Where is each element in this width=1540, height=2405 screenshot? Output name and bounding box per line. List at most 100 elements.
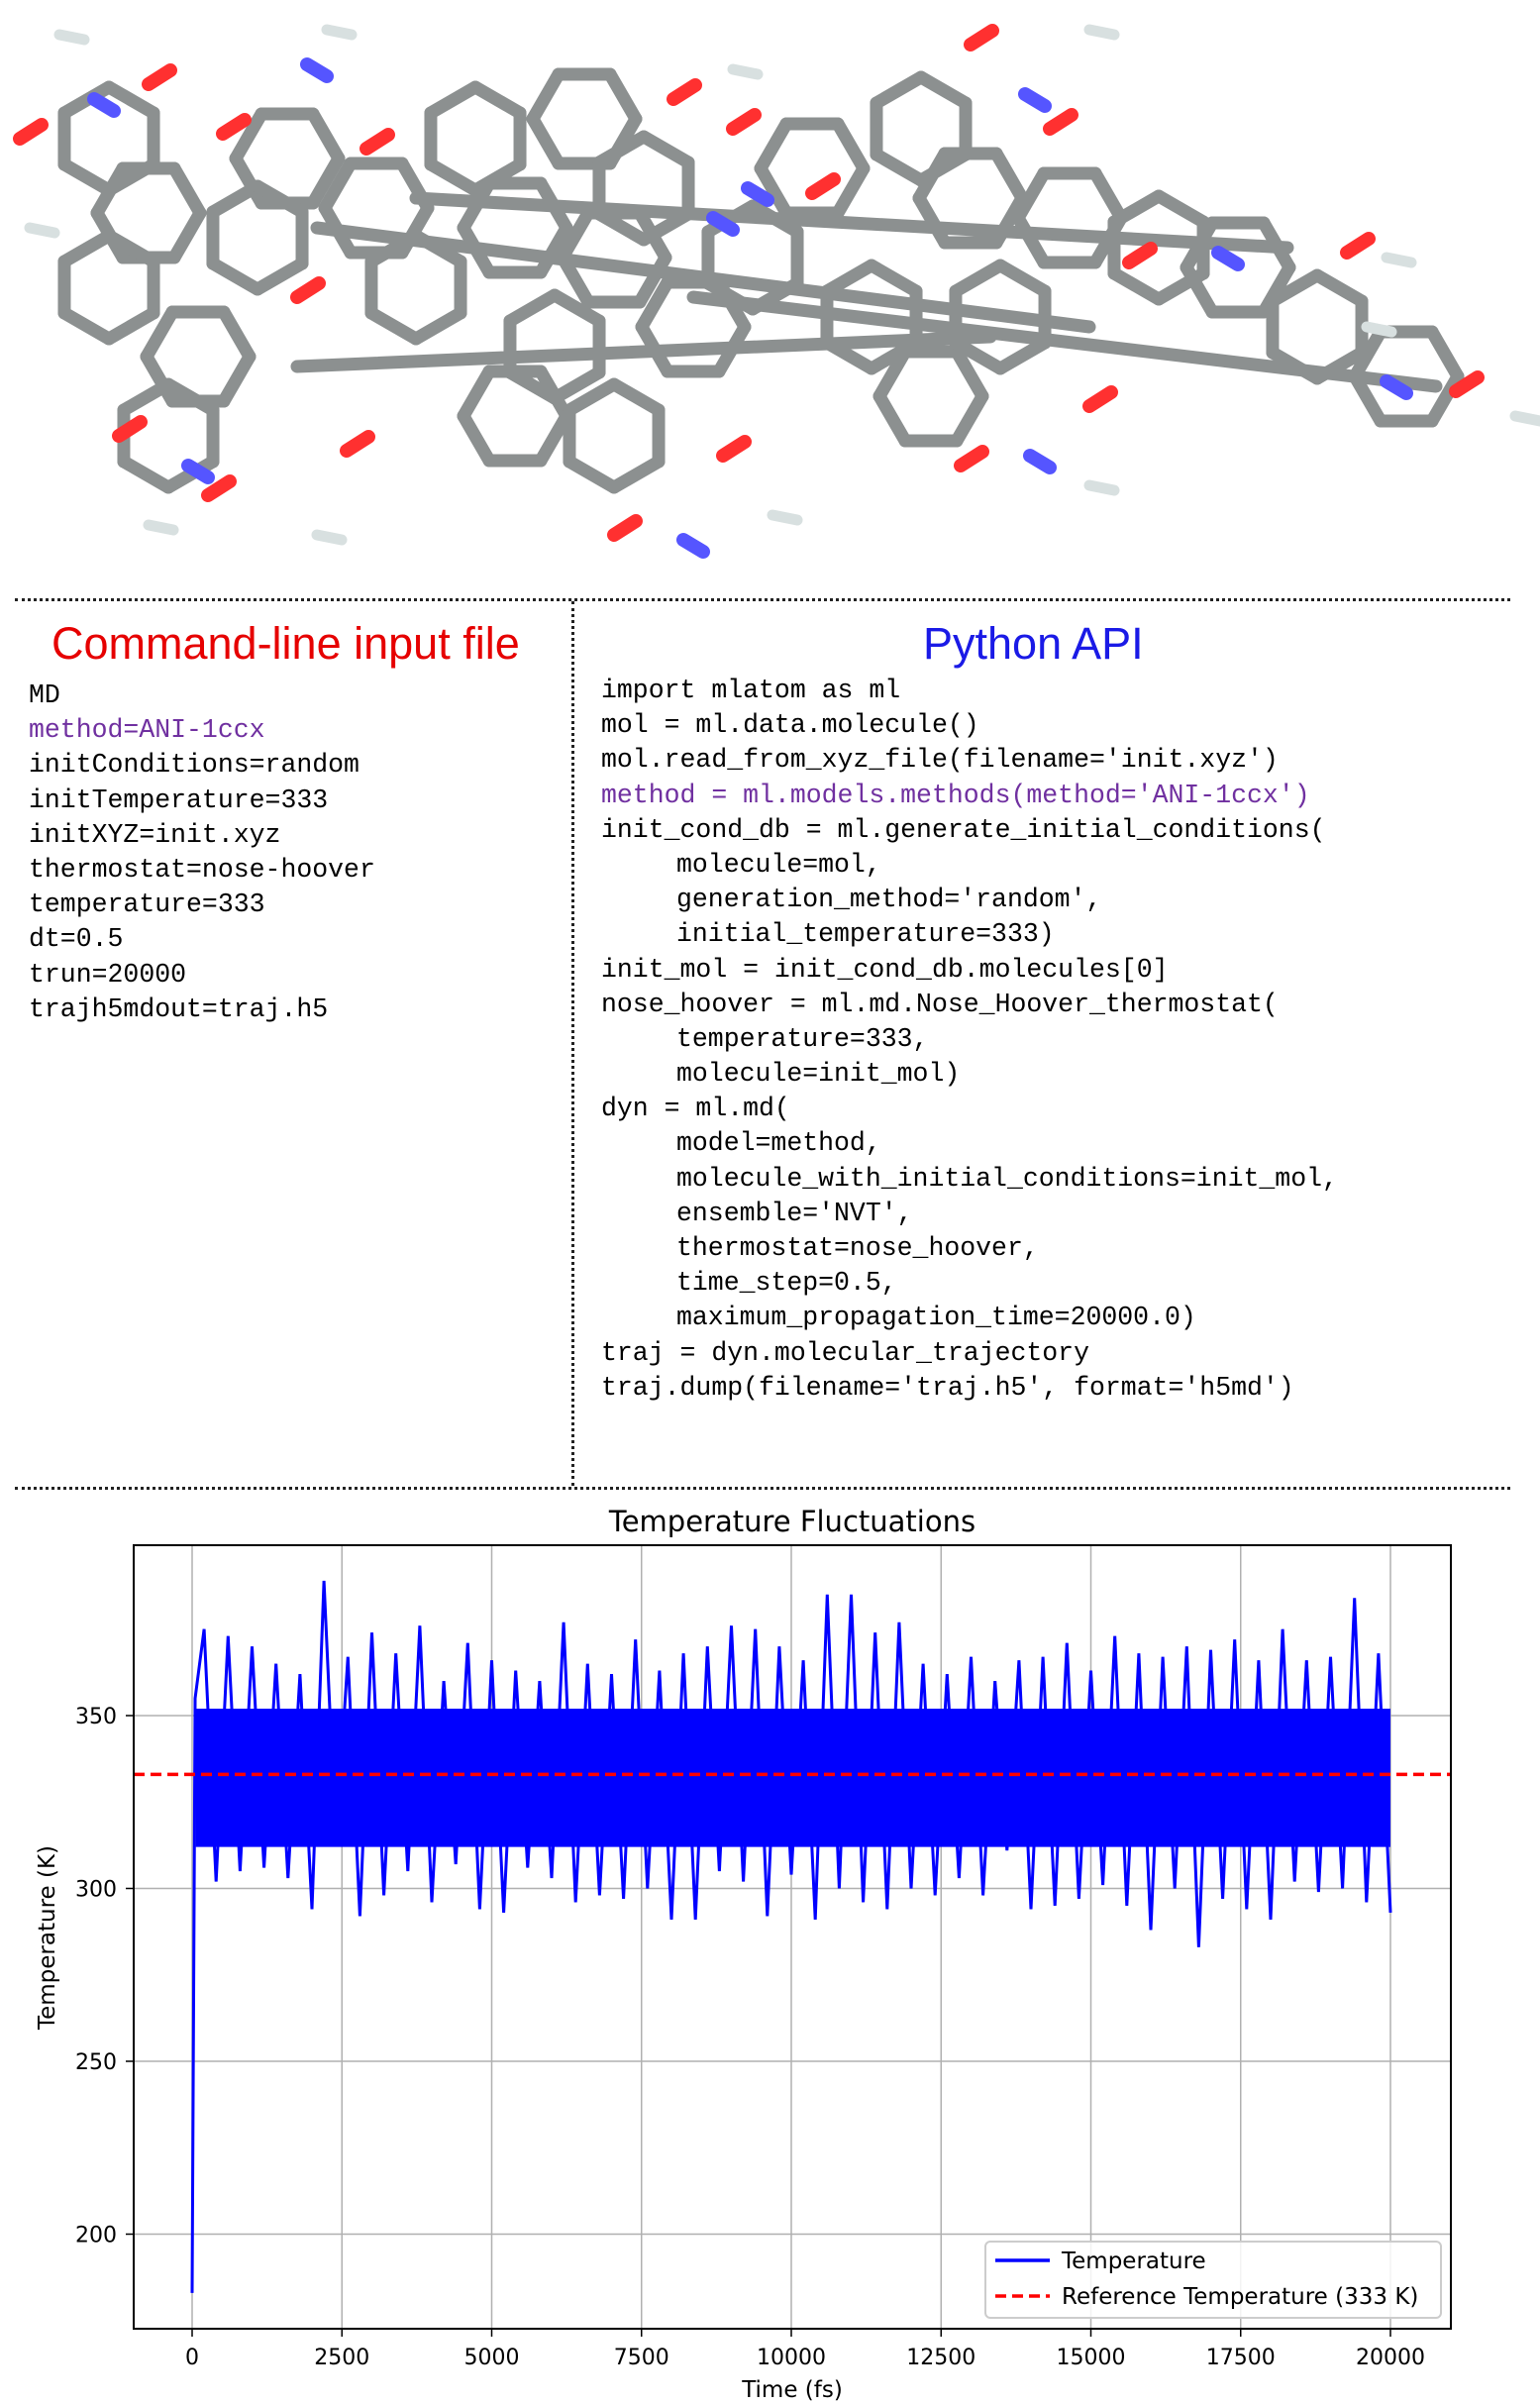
bond <box>229 152 268 210</box>
bond <box>1381 252 1417 268</box>
cli-title: Command-line input file <box>51 618 520 669</box>
bond <box>409 191 1294 255</box>
bond <box>865 259 923 298</box>
bond <box>24 222 60 239</box>
bond <box>102 229 160 268</box>
bond <box>767 509 803 526</box>
code-line: initial_temperature=333) <box>676 919 1055 950</box>
bond <box>102 80 160 120</box>
code-line: trajh5mdout=traj.h5 <box>29 993 329 1024</box>
bond <box>1509 410 1540 427</box>
bond <box>143 519 179 536</box>
code-line: trun=20000 <box>29 959 187 990</box>
bond <box>167 161 207 220</box>
bond <box>359 128 395 156</box>
bond <box>526 112 565 170</box>
bond <box>950 345 989 403</box>
temperature-line <box>190 1580 1392 2293</box>
bond <box>290 330 997 373</box>
bond <box>993 336 1052 375</box>
code-line: initTemperature=333 <box>29 784 329 815</box>
y-tick-label: 200 <box>75 2224 117 2248</box>
legend-reference-label: Reference Temperature (333 K) <box>1062 2284 1418 2310</box>
bond <box>1425 325 1465 383</box>
bond <box>1043 108 1078 136</box>
legend: Temperature Reference Temperature (333 K… <box>984 2241 1442 2319</box>
code-line: generation_method='random', <box>676 885 1102 915</box>
bond <box>1266 268 1324 308</box>
bond <box>201 474 237 502</box>
bond <box>1348 369 1387 428</box>
divider-bottom <box>15 1487 1510 1490</box>
bond <box>468 80 527 120</box>
bond <box>424 157 482 197</box>
bond <box>706 211 740 237</box>
code-line: method = ml.models.methods(method='ANI-1… <box>601 780 1310 810</box>
bond <box>716 435 752 463</box>
bond <box>181 459 215 484</box>
divider-vertical <box>571 601 574 1486</box>
code-line: MD <box>29 680 60 710</box>
python-api-code: import mlatom as ml mol = ml.data.molecul… <box>601 674 1338 1406</box>
y-tick-label: 350 <box>75 1705 117 1729</box>
bond <box>873 345 912 403</box>
bond <box>1088 166 1128 225</box>
code-line: initConditions=random <box>29 750 359 781</box>
bond <box>1180 261 1219 319</box>
x-tick-label: 2500 <box>314 2346 369 2370</box>
bond <box>290 276 326 304</box>
bond <box>1340 232 1376 260</box>
bond <box>1425 369 1465 428</box>
bond <box>563 455 621 494</box>
bond <box>831 117 871 175</box>
molecule-render-image <box>13 24 1540 559</box>
bond <box>117 377 175 417</box>
bond <box>873 389 912 448</box>
bond <box>140 350 179 408</box>
bond <box>1082 385 1118 413</box>
bond <box>140 305 179 364</box>
bond <box>607 377 666 417</box>
bond <box>633 251 672 309</box>
x-tick-label: 20000 <box>1356 2346 1425 2370</box>
bond <box>754 117 793 175</box>
bond <box>534 409 573 468</box>
bond <box>87 92 121 118</box>
bond <box>1152 189 1210 229</box>
code-line: mol = ml.data.molecule() <box>601 710 979 741</box>
bond <box>468 157 527 197</box>
bond <box>1211 246 1245 271</box>
code-line: temperature=333 <box>29 889 265 920</box>
bond <box>206 179 264 219</box>
code-line: init_cond_db = ml.generate_initial_condi… <box>601 814 1326 845</box>
x-tick-label: 12500 <box>906 2346 975 2370</box>
bond <box>556 206 595 264</box>
bond <box>53 29 90 46</box>
bond <box>217 305 257 364</box>
bond <box>306 152 346 210</box>
bond <box>300 57 334 83</box>
bond <box>949 336 1007 375</box>
code-line: traj = dyn.molecular_trajectory <box>601 1337 1089 1368</box>
bond <box>805 172 841 200</box>
bond <box>603 67 643 126</box>
bond <box>607 455 666 494</box>
bond <box>727 63 764 80</box>
bond <box>914 70 973 110</box>
bond <box>534 221 573 279</box>
bond <box>548 366 606 405</box>
bond <box>1310 268 1369 308</box>
x-tick-label: 5000 <box>464 2346 520 2370</box>
bond <box>667 78 702 106</box>
bond <box>457 365 496 423</box>
bond <box>526 67 565 126</box>
code-line: model=method, <box>676 1128 881 1159</box>
bond <box>457 409 496 468</box>
bond <box>1449 370 1485 398</box>
bond <box>57 229 116 268</box>
bond <box>741 181 774 207</box>
bond <box>676 533 710 559</box>
bond <box>754 161 793 220</box>
x-tick-label: 10000 <box>757 2346 826 2370</box>
bond <box>57 80 116 120</box>
